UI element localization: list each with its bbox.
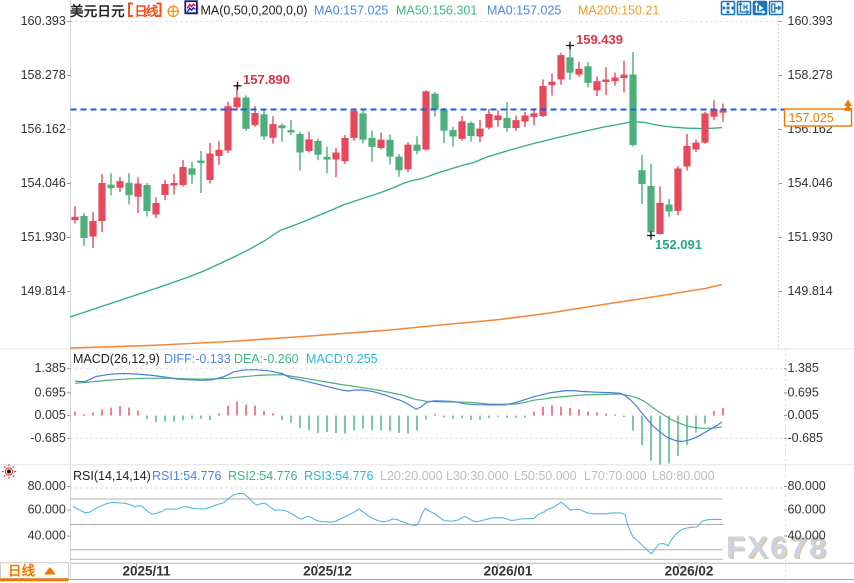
svg-text:2025/12: 2025/12 bbox=[303, 564, 352, 579]
svg-text:157.890: 157.890 bbox=[243, 72, 290, 87]
svg-text:RSI(14,14,14): RSI(14,14,14) bbox=[73, 469, 151, 483]
svg-text:154.046: 154.046 bbox=[21, 176, 66, 190]
svg-text:FX678: FX678 bbox=[728, 531, 830, 566]
svg-text:0.695: 0.695 bbox=[788, 385, 819, 399]
svg-text:元: 元 bbox=[84, 4, 98, 19]
svg-text:DEA:-0.260: DEA:-0.260 bbox=[234, 352, 299, 366]
svg-text:40.000: 40.000 bbox=[788, 528, 826, 542]
svg-text:2026/02: 2026/02 bbox=[665, 564, 714, 579]
svg-text:60.000: 60.000 bbox=[788, 502, 826, 516]
svg-text:160.393: 160.393 bbox=[21, 14, 66, 28]
svg-text:FX678: FX678 bbox=[726, 530, 828, 565]
svg-text:159.439: 159.439 bbox=[576, 32, 623, 47]
svg-text:MACD:0.255: MACD:0.255 bbox=[306, 352, 378, 366]
svg-text:156.162: 156.162 bbox=[21, 122, 66, 136]
svg-text:80.000: 80.000 bbox=[788, 479, 826, 493]
svg-text:80.000: 80.000 bbox=[28, 479, 66, 493]
svg-text:160.393: 160.393 bbox=[788, 14, 833, 28]
svg-text:2025/11: 2025/11 bbox=[122, 564, 171, 579]
svg-text:RSI2:54.776: RSI2:54.776 bbox=[228, 469, 298, 483]
svg-text:157.025: 157.025 bbox=[789, 111, 834, 125]
svg-text:158.278: 158.278 bbox=[788, 68, 833, 82]
svg-text:MA0:157.025: MA0:157.025 bbox=[314, 4, 388, 18]
svg-text:151.930: 151.930 bbox=[788, 230, 833, 244]
svg-text:1.385: 1.385 bbox=[788, 361, 819, 375]
svg-text:-0.685: -0.685 bbox=[788, 431, 823, 445]
svg-text:40.000: 40.000 bbox=[28, 528, 66, 542]
svg-text:L50:50.000: L50:50.000 bbox=[514, 469, 577, 483]
svg-text:0.005: 0.005 bbox=[788, 408, 819, 422]
svg-text:线: 线 bbox=[146, 4, 159, 19]
svg-text:152.091: 152.091 bbox=[655, 237, 702, 252]
svg-text:MACD(26,12,9): MACD(26,12,9) bbox=[73, 352, 160, 366]
svg-text:L20:20.000: L20:20.000 bbox=[380, 469, 443, 483]
svg-text:L80:80.000: L80:80.000 bbox=[652, 469, 715, 483]
svg-text:0.005: 0.005 bbox=[35, 408, 66, 422]
svg-text:158.278: 158.278 bbox=[21, 68, 66, 82]
svg-text:L30:30.000: L30:30.000 bbox=[446, 469, 509, 483]
svg-text:元: 元 bbox=[111, 4, 125, 19]
svg-text:MA50:156.301: MA50:156.301 bbox=[396, 4, 477, 18]
svg-text:2026/01: 2026/01 bbox=[484, 564, 533, 579]
svg-text:0.695: 0.695 bbox=[35, 385, 66, 399]
svg-text:154.046: 154.046 bbox=[788, 176, 833, 190]
svg-text:MA200:150.21: MA200:150.21 bbox=[578, 4, 659, 18]
svg-text:1.385: 1.385 bbox=[35, 361, 66, 375]
svg-text:日: 日 bbox=[135, 4, 148, 19]
svg-text:149.814: 149.814 bbox=[21, 284, 66, 298]
svg-text:L70:70.000: L70:70.000 bbox=[584, 469, 647, 483]
svg-text:线: 线 bbox=[22, 563, 36, 579]
svg-text:149.814: 149.814 bbox=[788, 284, 833, 298]
svg-text:MA0:157.025: MA0:157.025 bbox=[487, 4, 561, 18]
svg-text:日: 日 bbox=[8, 564, 22, 579]
svg-text:日: 日 bbox=[97, 4, 111, 19]
svg-text:60.000: 60.000 bbox=[28, 502, 66, 516]
svg-text:RSI1:54.776: RSI1:54.776 bbox=[152, 469, 222, 483]
svg-text:美: 美 bbox=[70, 3, 84, 19]
svg-text:151.930: 151.930 bbox=[21, 230, 66, 244]
svg-text:RSI3:54.776: RSI3:54.776 bbox=[304, 469, 374, 483]
svg-text:MA(0,50,0,200,0,0): MA(0,50,0,200,0,0) bbox=[201, 4, 308, 18]
svg-text:-0.685: -0.685 bbox=[30, 431, 65, 445]
svg-text:DIFF:-0.133: DIFF:-0.133 bbox=[164, 352, 231, 366]
